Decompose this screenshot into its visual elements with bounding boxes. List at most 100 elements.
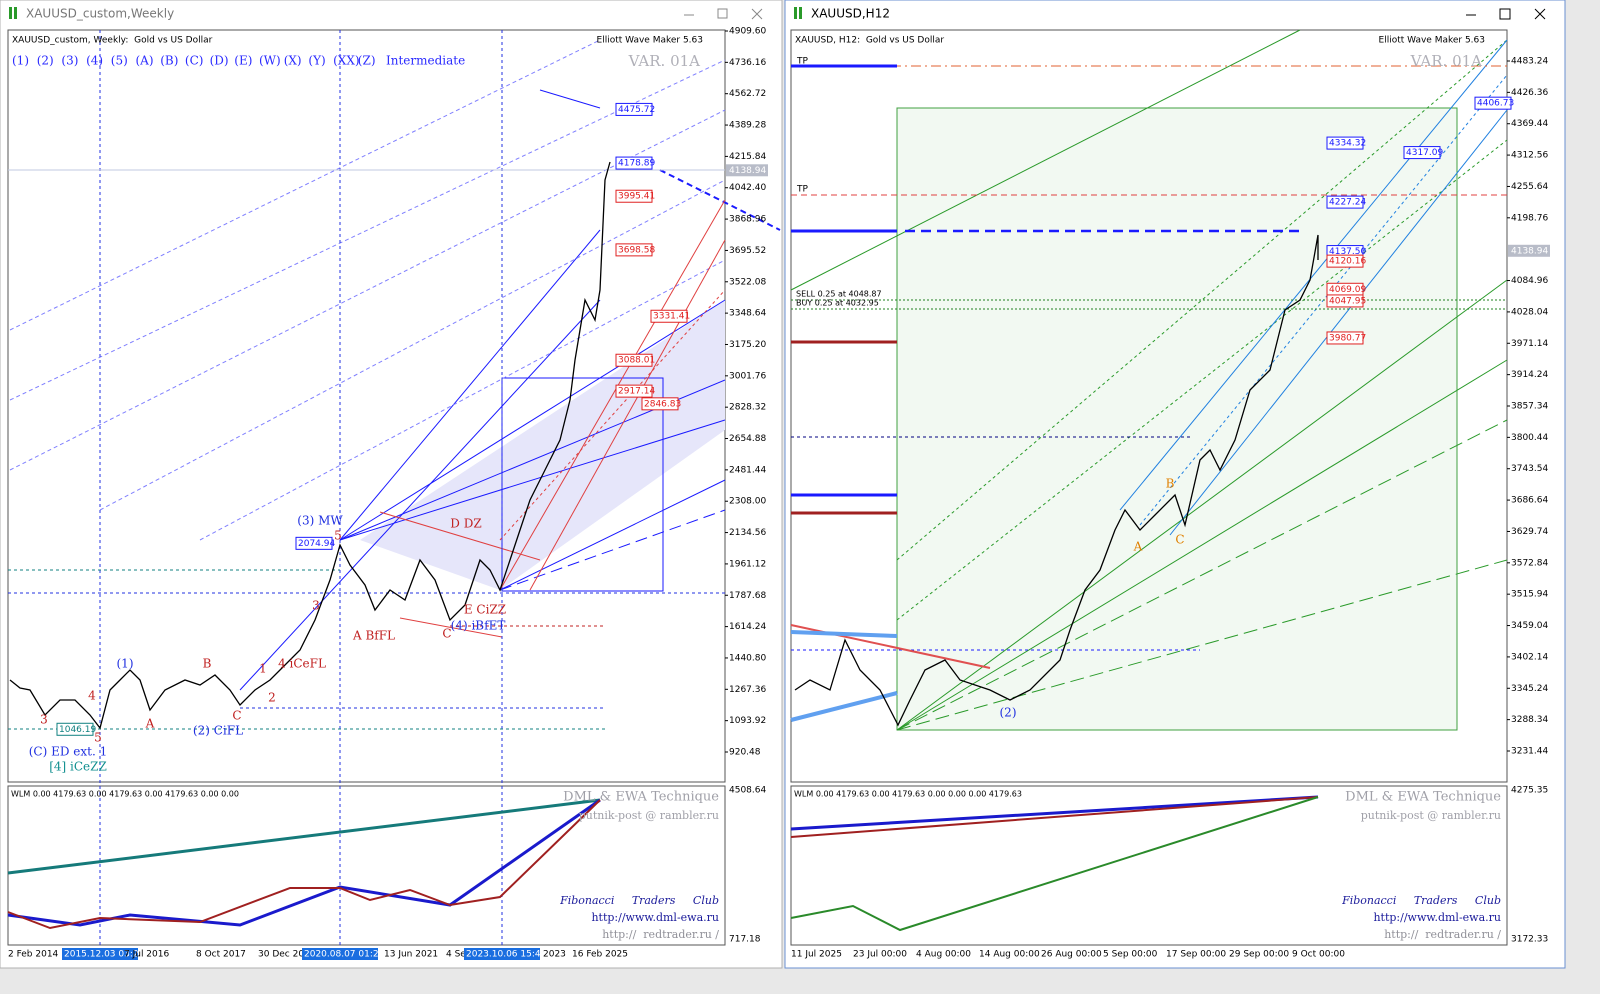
window-title: XAUUSD_custom,Weekly: [26, 7, 174, 21]
link[interactable]: http://www.dml-ewa.ru: [1373, 911, 1501, 924]
wave-button[interactable]: (D): [210, 54, 229, 68]
window-buttons-left: [684, 8, 763, 20]
price-box-label: 2074.94: [298, 539, 335, 549]
zone: [360, 300, 725, 590]
maximize[interactable]: [1499, 8, 1511, 20]
wave-label: 1: [259, 662, 267, 676]
price-box-label: 4120.16: [1329, 257, 1366, 267]
credit: DML & EWA Technique: [1345, 790, 1501, 805]
price-box: [1403, 146, 1441, 160]
price-box-label: 3698.58: [618, 245, 655, 255]
price-label: 1093.92: [729, 716, 766, 726]
green-fan: [790, 29, 1508, 731]
wave-button[interactable]: (B): [160, 54, 178, 68]
degree: Intermediate: [386, 54, 465, 68]
levels: [8, 30, 725, 945]
date-label: 23 Jul 00:00: [853, 950, 907, 960]
price-box: [56, 722, 94, 736]
wave-button[interactable]: (A): [136, 54, 154, 68]
date-label: 13 Jun 2021: [384, 950, 438, 960]
wave-button[interactable]: (1): [12, 54, 29, 68]
fan-lines: [9, 39, 781, 691]
sub-axis-label: 3172.33: [1511, 935, 1548, 945]
wave-label: C: [232, 709, 241, 723]
price-box: [615, 243, 653, 257]
price-label: 3800.44: [1511, 433, 1548, 443]
price-label: 3629.74: [1511, 527, 1548, 537]
current-price: 4138.94: [729, 166, 766, 176]
green-box: [896, 107, 1458, 731]
order-label: TP: [796, 57, 808, 67]
indicator-line: [790, 796, 1319, 838]
chart-header: XAUUSD_custom, Weekly: Gold vs US Dollar: [12, 36, 213, 46]
date-label: 11 Jul 2025: [791, 950, 842, 960]
wave-button[interactable]: (Y): [308, 54, 325, 68]
wave-label: A: [1133, 540, 1143, 554]
date-label: 17 Sep 00:00: [1166, 950, 1226, 960]
link[interactable]: http://www.dml-ewa.ru: [591, 911, 719, 924]
price-label: 4562.72: [729, 89, 766, 99]
link[interactable]: http:// redtrader.ru /: [602, 928, 719, 941]
current-price: 4138.94: [1511, 246, 1548, 256]
price-line: [9, 161, 611, 730]
sub-axis-label: 4508.64: [729, 786, 766, 796]
title-icon: [9, 7, 12, 19]
price-label: 3175.20: [729, 340, 766, 350]
wave-button[interactable]: (E): [234, 54, 252, 68]
wave-button[interactable]: (3): [61, 54, 78, 68]
sub-axis-label: 717.18: [729, 935, 761, 945]
price-box-label: 3088.01: [618, 356, 655, 366]
variant: VAR. 01A: [1410, 52, 1483, 70]
price-label: 3914.24: [1511, 370, 1548, 380]
wave-button[interactable]: (W): [259, 54, 281, 68]
wave-button[interactable]: (2): [37, 54, 54, 68]
price-box-label: 4406.73: [1477, 99, 1514, 109]
price-box: [1326, 136, 1364, 150]
wave-button[interactable]: (Z): [358, 54, 376, 68]
maximize[interactable]: [717, 8, 728, 19]
date-label: 9 Oct 00:00: [1292, 950, 1345, 960]
price-box: [615, 156, 653, 170]
price-label: 4312.56: [1511, 151, 1548, 161]
price-label: 4736.16: [729, 58, 766, 68]
price-box: [1326, 294, 1364, 308]
price-box: [641, 397, 679, 411]
indicator-name: Elliott Wave Maker 5.63: [1379, 36, 1485, 46]
price-label: 3348.64: [729, 309, 766, 319]
wave-button[interactable]: (C): [185, 54, 204, 68]
price-label: 3515.94: [1511, 590, 1548, 600]
wave-button[interactable]: (XX): [333, 54, 359, 68]
date-label: 29 Sep 00:00: [1229, 950, 1289, 960]
wave-button[interactable]: (4): [86, 54, 103, 68]
price-label: 2481.44: [729, 465, 766, 475]
wave-label: (2) CiFL: [193, 724, 243, 738]
price-box: [1474, 96, 1512, 110]
indicator-line: [7, 799, 601, 930]
price-box-label: 3331.41: [653, 312, 690, 322]
trend: [790, 630, 898, 638]
date-highlight: [62, 948, 138, 960]
order-label: BUY 0.25 at 4032.95: [796, 299, 879, 308]
date-label: 30 Dec 20: [258, 950, 304, 960]
price-label: 3001.76: [729, 371, 766, 381]
price-label: 3345.24: [1511, 684, 1548, 694]
price-box: [295, 536, 333, 550]
variant: VAR. 01A: [628, 52, 701, 70]
link[interactable]: http:// redtrader.ru /: [1384, 928, 1501, 941]
price-label: 4042.40: [729, 183, 766, 193]
wave-label: [4] iCeZZ: [49, 760, 107, 774]
close[interactable]: [1534, 8, 1546, 20]
chart-header: XAUUSD, H12: Gold vs US Dollar: [795, 36, 944, 46]
wave-label: (4) iBfET: [451, 619, 506, 633]
price-label: 4198.76: [1511, 213, 1548, 223]
close[interactable]: [751, 8, 763, 20]
wave-label: 4 iCeFL: [278, 657, 326, 671]
wave-button[interactable]: (5): [111, 54, 128, 68]
price-box: [1326, 331, 1364, 345]
wave-button[interactable]: (X): [284, 54, 302, 68]
sub-axis-label: 4275.35: [1511, 786, 1548, 796]
date-label: 2 Feb 2014: [8, 950, 59, 960]
price-box-label: 4137.50: [1329, 247, 1366, 257]
price-label: 3971.14: [1511, 339, 1548, 349]
price-box-label: 1046.19: [59, 725, 96, 735]
